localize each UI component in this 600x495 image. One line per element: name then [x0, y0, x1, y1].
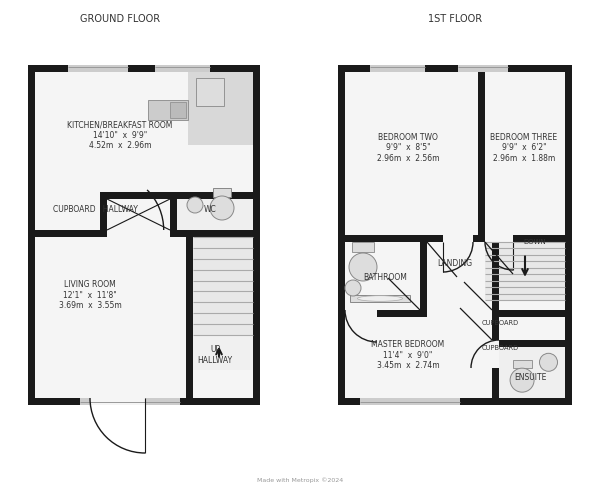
- Bar: [492, 242, 499, 398]
- Text: UP
HALLWAY: UP HALLWAY: [197, 346, 233, 365]
- Circle shape: [349, 253, 377, 281]
- Circle shape: [539, 353, 557, 371]
- Bar: [170, 192, 177, 237]
- Bar: [193, 237, 253, 335]
- Circle shape: [210, 196, 234, 220]
- Circle shape: [510, 368, 534, 392]
- Bar: [338, 235, 572, 242]
- Text: WC: WC: [203, 205, 217, 214]
- Bar: [155, 65, 210, 72]
- Bar: [458, 65, 508, 72]
- Bar: [499, 347, 565, 398]
- Text: CUPBOARD: CUPBOARD: [481, 345, 518, 351]
- Text: CUPBOARD: CUPBOARD: [481, 320, 518, 326]
- Text: ENSUITE: ENSUITE: [514, 374, 546, 383]
- Text: LANDING: LANDING: [437, 258, 473, 267]
- Circle shape: [187, 197, 203, 213]
- Text: 1ST FLOOR: 1ST FLOOR: [428, 14, 482, 24]
- Text: KITCHEN/BREAKFAST ROOM
14'10"  x  9'9"
4.52m  x  2.96m: KITCHEN/BREAKFAST ROOM 14'10" x 9'9" 4.5…: [67, 120, 173, 150]
- Bar: [420, 242, 427, 310]
- Bar: [338, 310, 427, 317]
- Bar: [485, 235, 513, 242]
- Bar: [35, 72, 253, 398]
- Bar: [186, 237, 193, 405]
- Text: BEDROOM THREE
9'9"  x  6'2"
2.96m  x  1.88m: BEDROOM THREE 9'9" x 6'2" 2.96m x 1.88m: [490, 133, 557, 163]
- Bar: [80, 398, 180, 405]
- Bar: [443, 235, 473, 242]
- Circle shape: [345, 280, 361, 296]
- Bar: [213, 188, 231, 197]
- Bar: [352, 242, 374, 251]
- Bar: [177, 199, 253, 230]
- Text: DOWN: DOWN: [524, 239, 547, 245]
- Bar: [499, 340, 565, 347]
- Bar: [68, 65, 128, 72]
- Bar: [107, 230, 170, 237]
- Bar: [345, 72, 565, 398]
- Text: BEDROOM TWO
9'9"  x  8'5"
2.96m  x  2.56m: BEDROOM TWO 9'9" x 8'5" 2.96m x 2.56m: [377, 133, 439, 163]
- Bar: [196, 78, 224, 106]
- Text: GROUND FLOOR: GROUND FLOOR: [80, 14, 160, 24]
- Bar: [28, 192, 260, 199]
- Text: CUPBOARD   HALLWAY: CUPBOARD HALLWAY: [53, 205, 137, 214]
- Bar: [100, 192, 107, 230]
- Bar: [28, 230, 260, 237]
- Bar: [499, 310, 565, 317]
- Text: LIVING ROOM
12'1"  x  11'8"
3.69m  x  3.55m: LIVING ROOM 12'1" x 11'8" 3.69m x 3.55m: [59, 280, 121, 310]
- Ellipse shape: [358, 296, 403, 301]
- Bar: [350, 295, 410, 302]
- Bar: [478, 72, 485, 235]
- Bar: [186, 370, 193, 398]
- Text: Made with Metropix ©2024: Made with Metropix ©2024: [257, 477, 343, 483]
- Bar: [148, 100, 188, 120]
- Bar: [512, 360, 532, 368]
- Bar: [170, 102, 186, 118]
- Text: MASTER BEDROOM
11'4"  x  9'0"
3.45m  x  2.74m: MASTER BEDROOM 11'4" x 9'0" 3.45m x 2.74…: [371, 340, 445, 370]
- Bar: [370, 65, 425, 72]
- Bar: [345, 310, 377, 317]
- Bar: [186, 335, 193, 342]
- Bar: [492, 340, 499, 368]
- Bar: [28, 65, 260, 405]
- Bar: [193, 335, 253, 370]
- Bar: [90, 398, 145, 405]
- Text: BATHROOM: BATHROOM: [363, 273, 407, 282]
- Bar: [360, 398, 460, 405]
- Bar: [338, 65, 572, 405]
- Bar: [188, 72, 253, 145]
- Bar: [485, 242, 565, 300]
- Bar: [35, 192, 100, 199]
